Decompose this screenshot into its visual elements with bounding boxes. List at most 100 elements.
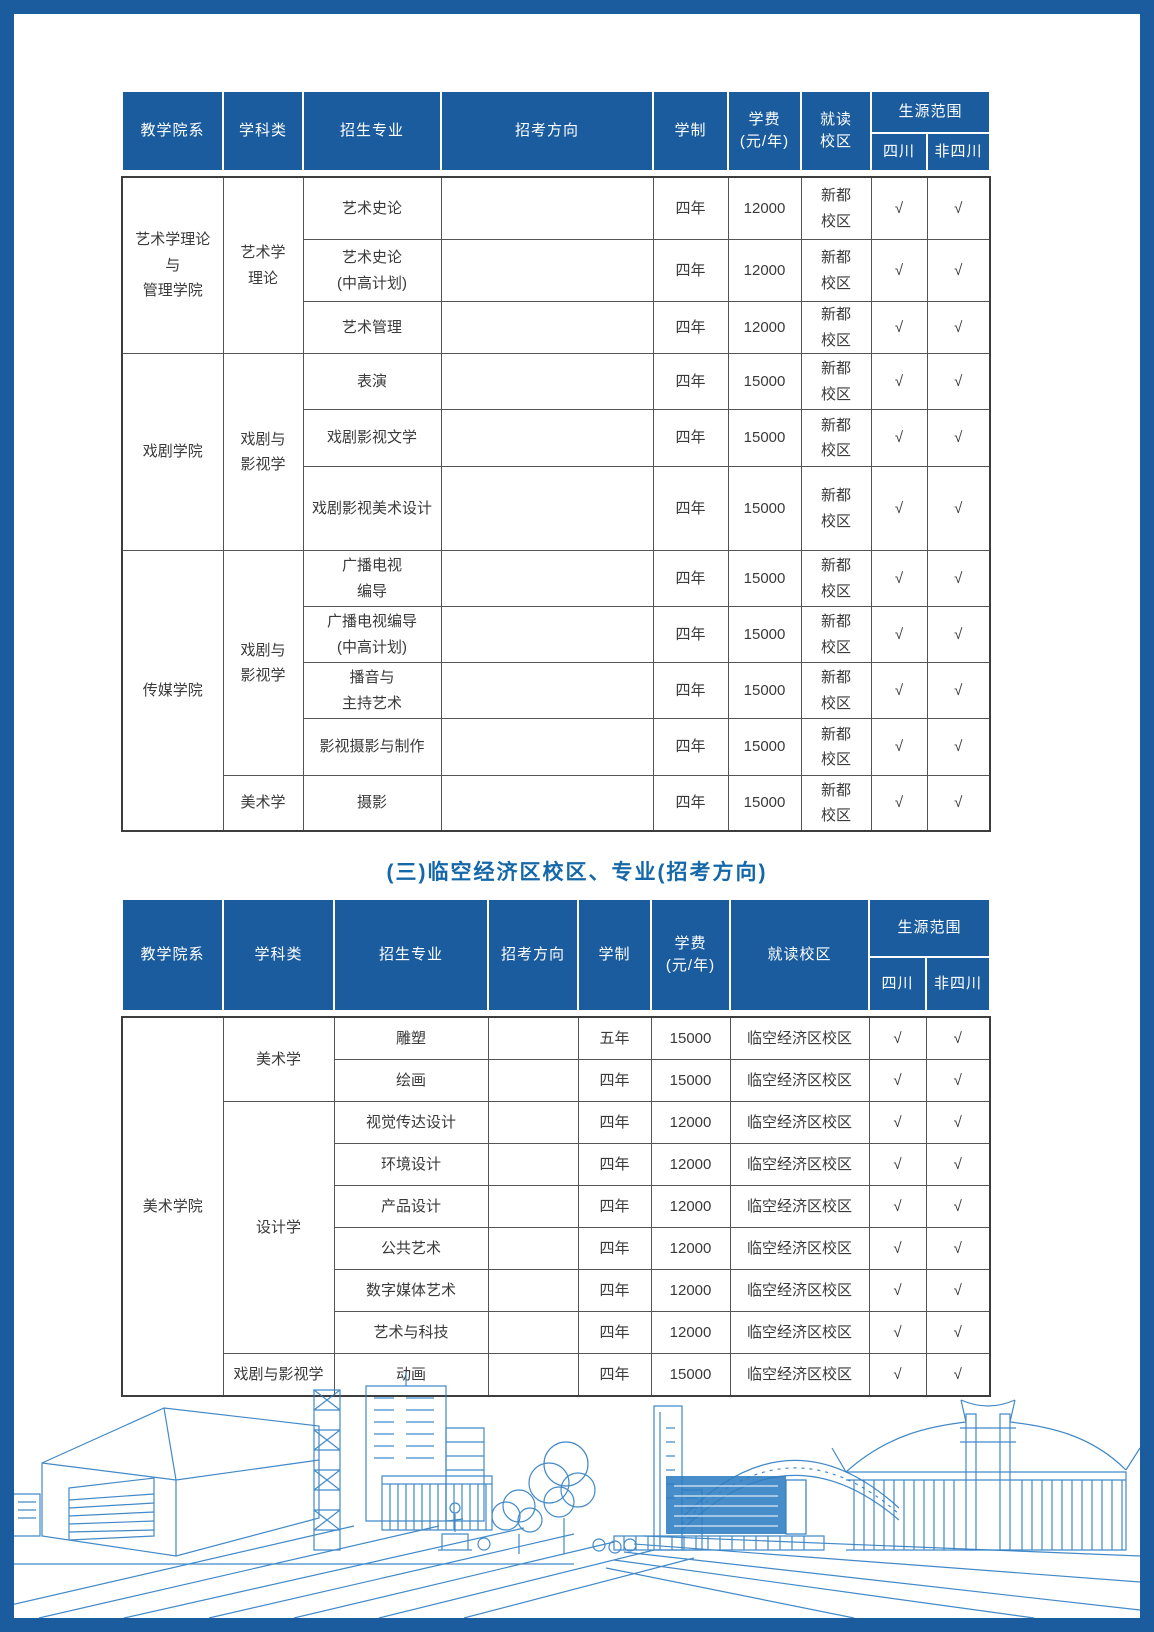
header-major: 招生专业 bbox=[302, 90, 442, 172]
header-non-sichuan: 非四川 bbox=[924, 956, 992, 1012]
cell-direction bbox=[440, 353, 654, 410]
campus-illustration bbox=[0, 1368, 1141, 1619]
cell-direction bbox=[487, 1059, 579, 1102]
cell-sichuan-check: √ bbox=[868, 1227, 927, 1270]
cell-major: 公共艺术 bbox=[333, 1227, 489, 1270]
header-non-sichuan: 非四川 bbox=[925, 132, 992, 172]
cell-non-sichuan-check: √ bbox=[925, 1227, 991, 1270]
cell-duration: 四年 bbox=[652, 662, 729, 719]
cell-duration: 四年 bbox=[652, 301, 729, 354]
table-row: 艺术与科技 四年 12000 临空经济区校区 √ √ bbox=[122, 1311, 991, 1354]
cell-campus: 新都 校区 bbox=[800, 466, 872, 551]
cell-major: 雕塑 bbox=[333, 1016, 489, 1060]
cell-fee: 15000 bbox=[727, 775, 802, 832]
header-college: 教学院系 bbox=[121, 898, 224, 1012]
cell-fee: 12000 bbox=[727, 176, 802, 240]
table-row: 戏剧学院 戏剧与 影视学 表演 四年 15000 新都 校区 √ √ bbox=[121, 353, 991, 551]
cell-direction bbox=[440, 176, 654, 240]
cell-duration: 四年 bbox=[577, 1311, 652, 1354]
table-row: 艺术史论 (中高计划) 四年 12000 新都 校区 √ √ bbox=[122, 239, 991, 302]
table-row: 数字媒体艺术 四年 12000 临空经济区校区 √ √ bbox=[122, 1269, 991, 1312]
table-row: 产品设计 四年 12000 临空经济区校区 √ √ bbox=[122, 1185, 991, 1228]
cell-duration: 四年 bbox=[652, 353, 729, 410]
cell-duration: 四年 bbox=[577, 1059, 652, 1102]
cell-sichuan-check: √ bbox=[870, 662, 928, 719]
cell-non-sichuan-check: √ bbox=[926, 176, 991, 240]
cell-major: 播音与 主持艺术 bbox=[302, 662, 442, 719]
table-row: 影视摄影与制作 四年 15000 新都 校区 √ √ bbox=[122, 718, 991, 776]
cell-duration: 四年 bbox=[652, 606, 729, 663]
cell-sichuan-check: √ bbox=[870, 550, 928, 607]
cell-duration: 四年 bbox=[577, 1101, 652, 1144]
cell-duration: 五年 bbox=[577, 1016, 652, 1060]
cell-fee: 15000 bbox=[727, 662, 802, 719]
header-campus: 就读校区 bbox=[729, 898, 870, 1012]
cell-sichuan-check: √ bbox=[870, 239, 928, 302]
cell-sichuan-check: √ bbox=[868, 1185, 927, 1228]
cell-fee: 12000 bbox=[650, 1227, 731, 1270]
section-title: (三)临空经济区校区、专业(招考方向) bbox=[386, 861, 768, 884]
cell-major: 绘画 bbox=[333, 1059, 489, 1102]
xindu-table-header: 教学院系 学科类 招生专业 招考方向 学制 学费 (元/年) 就读 校区 生源范… bbox=[121, 90, 992, 172]
cell-major: 动画 bbox=[333, 1353, 489, 1397]
cell-direction bbox=[487, 1227, 579, 1270]
cell-campus: 新都 校区 bbox=[800, 353, 872, 410]
cell-campus: 新都 校区 bbox=[800, 662, 872, 719]
cell-college: 传媒学院 bbox=[121, 550, 224, 832]
cell-campus: 新都 校区 bbox=[800, 718, 872, 776]
table-row: 播音与 主持艺术 四年 15000 新都 校区 √ √ bbox=[122, 662, 991, 719]
cell-direction bbox=[440, 606, 654, 663]
cell-sichuan-check: √ bbox=[868, 1311, 927, 1354]
cell-discipline: 戏剧与 影视学 bbox=[222, 550, 304, 776]
cell-campus: 新都 校区 bbox=[800, 550, 872, 607]
linkong-table-header-wrap: 教学院系 学科类 招生专业 招考方向 学制 学费 (元/年) 就读校区 生源范围… bbox=[121, 898, 992, 1012]
cell-non-sichuan-check: √ bbox=[925, 1311, 991, 1354]
cell-fee: 12000 bbox=[650, 1101, 731, 1144]
cell-fee: 15000 bbox=[650, 1353, 731, 1397]
cell-discipline: 美术学 bbox=[222, 1016, 335, 1102]
header-region-scope: 生源范围 bbox=[867, 898, 992, 958]
cell-discipline: 美术学 bbox=[222, 775, 304, 832]
cell-campus: 新都 校区 bbox=[800, 775, 872, 832]
cell-fee: 15000 bbox=[650, 1016, 731, 1060]
cell-campus: 临空经济区校区 bbox=[729, 1101, 870, 1144]
cell-major: 摄影 bbox=[302, 775, 442, 832]
cell-non-sichuan-check: √ bbox=[925, 1143, 991, 1186]
cell-major: 艺术管理 bbox=[302, 301, 442, 354]
cell-sichuan-check: √ bbox=[868, 1101, 927, 1144]
cell-fee: 15000 bbox=[727, 409, 802, 467]
cell-sichuan-check: √ bbox=[870, 606, 928, 663]
cell-non-sichuan-check: √ bbox=[926, 606, 991, 663]
cell-fee: 15000 bbox=[727, 353, 802, 410]
cell-fee: 12000 bbox=[727, 301, 802, 354]
cell-campus: 临空经济区校区 bbox=[729, 1185, 870, 1228]
cell-college: 戏剧学院 bbox=[121, 353, 224, 551]
cell-duration: 四年 bbox=[652, 718, 729, 776]
cell-direction bbox=[440, 301, 654, 354]
table-row: 艺术管理 四年 12000 新都 校区 √ √ bbox=[122, 301, 991, 354]
cell-major: 视觉传达设计 bbox=[333, 1101, 489, 1144]
cell-discipline: 戏剧与 影视学 bbox=[222, 353, 304, 551]
header-direction: 招考方向 bbox=[440, 90, 654, 172]
cell-non-sichuan-check: √ bbox=[926, 239, 991, 302]
header-region-scope: 生源范围 bbox=[869, 90, 992, 134]
header-sichuan: 四川 bbox=[868, 956, 927, 1012]
cell-major: 影视摄影与制作 bbox=[302, 718, 442, 776]
cell-college: 美术学院 bbox=[121, 1016, 224, 1397]
cell-major: 广播电视 编导 bbox=[302, 550, 442, 607]
cell-campus: 临空经济区校区 bbox=[729, 1353, 870, 1397]
cell-sichuan-check: √ bbox=[870, 775, 928, 832]
header-sichuan: 四川 bbox=[870, 132, 928, 172]
cell-campus: 新都 校区 bbox=[800, 176, 872, 240]
cell-direction bbox=[487, 1016, 579, 1060]
cell-direction bbox=[440, 718, 654, 776]
cell-campus: 临空经济区校区 bbox=[729, 1227, 870, 1270]
cell-duration: 四年 bbox=[577, 1269, 652, 1312]
xindu-table-header-wrap: 教学院系 学科类 招生专业 招考方向 学制 学费 (元/年) 就读 校区 生源范… bbox=[121, 90, 992, 172]
cell-duration: 四年 bbox=[577, 1143, 652, 1186]
cell-sichuan-check: √ bbox=[870, 176, 928, 240]
cell-campus: 新都 校区 bbox=[800, 239, 872, 302]
cell-duration: 四年 bbox=[652, 176, 729, 240]
cell-fee: 12000 bbox=[650, 1311, 731, 1354]
cell-direction bbox=[487, 1269, 579, 1312]
